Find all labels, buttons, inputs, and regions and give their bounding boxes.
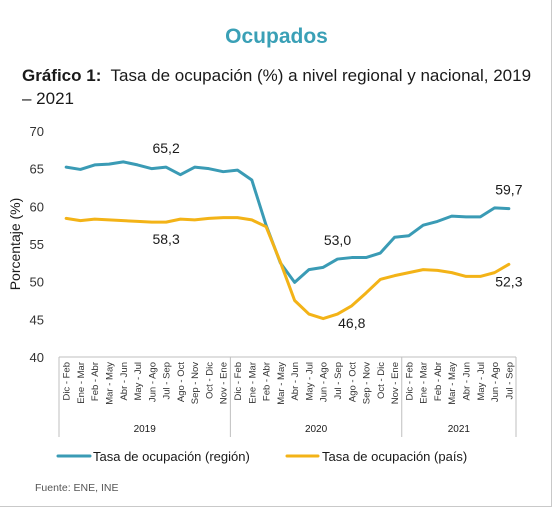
x-tick-label: Mar - May <box>276 362 287 405</box>
x-tick-label: May - Jul <box>133 362 144 401</box>
year-label: 2019 <box>134 424 157 435</box>
x-tick-label: Jun - Ago <box>319 362 330 402</box>
x-tick-label: Oct - Dic <box>376 362 387 399</box>
y-tick-label: 40 <box>30 350 44 365</box>
x-tick-label: Dic - Feb <box>404 362 415 401</box>
x-tick-label: Feb - Abr <box>262 362 273 401</box>
chart-caption-text: Tasa de ocupación (%) a nivel regional y… <box>22 66 532 108</box>
x-tick-label: Abr - Jun <box>462 362 473 401</box>
series-line-region <box>64 160 511 284</box>
x-tick-label: Jun - Ago <box>490 362 501 402</box>
x-tick-label: Nov - Ene <box>219 362 230 404</box>
year-label: 2021 <box>448 424 471 435</box>
legend-label-region: Tasa de ocupación (región) <box>93 449 250 464</box>
y-tick-label: 70 <box>30 124 44 139</box>
x-tick-label: Nov - Ene <box>390 362 401 404</box>
x-tick-label: Jun - Ago <box>147 362 158 402</box>
x-tick-label: Ene - Mar <box>76 362 87 404</box>
x-tick-label: Ago - Oct <box>347 362 358 402</box>
x-tick-label: Jul - Sep <box>333 362 344 400</box>
x-tick-label: Ene - Mar <box>419 362 430 404</box>
x-tick-label: Abr - Jun <box>119 362 130 401</box>
y-tick-label: 50 <box>30 275 44 290</box>
x-tick-label: Oct - Dic <box>204 362 215 399</box>
x-tick-label: Jul - Sep <box>504 362 515 400</box>
x-tick-label: Dic - Feb <box>62 362 73 401</box>
source-note: Fuente: ENE, INE <box>35 482 119 494</box>
y-axis-title: Porcentaje (%) <box>7 198 23 291</box>
data-label: 53,0 <box>324 232 351 248</box>
data-label: 52,3 <box>495 273 522 289</box>
x-tick-label: May - Jul <box>304 362 315 401</box>
x-tick-label: Feb - Abr <box>90 362 101 401</box>
page-title: Ocupados <box>225 25 328 48</box>
x-tick-label: Mar - May <box>104 362 115 405</box>
y-tick-label: 65 <box>30 162 44 177</box>
y-tick-label: 45 <box>30 312 44 327</box>
x-tick-label: Abr - Jun <box>290 362 301 401</box>
x-tick-label: May - Jul <box>476 362 487 401</box>
x-tick-label: Dic - Feb <box>233 362 244 401</box>
chart-caption: Gráfico 1: Tasa de ocupación (%) a nivel… <box>22 64 532 110</box>
series-line-pais <box>64 216 511 321</box>
year-label: 2020 <box>305 424 328 435</box>
data-label: 59,7 <box>495 182 522 198</box>
y-tick-label: 55 <box>30 237 44 252</box>
x-tick-label: Ene - Mar <box>247 362 258 404</box>
data-label: 65,2 <box>152 140 179 156</box>
data-label: 58,3 <box>152 231 179 247</box>
x-tick-label: Sep - Nov <box>362 362 373 404</box>
legend-label-pais: Tasa de ocupación (país) <box>322 449 467 464</box>
data-label: 46,8 <box>338 315 365 331</box>
x-tick-label: Sep - Nov <box>190 362 201 404</box>
y-tick-label: 60 <box>30 199 44 214</box>
x-tick-label: Ago - Oct <box>176 362 187 402</box>
chart-caption-label: Gráfico 1: <box>22 66 102 85</box>
x-tick-label: Jul - Sep <box>162 362 173 400</box>
x-tick-label: Feb - Abr <box>433 362 444 401</box>
x-tick-label: Mar - May <box>447 362 458 405</box>
